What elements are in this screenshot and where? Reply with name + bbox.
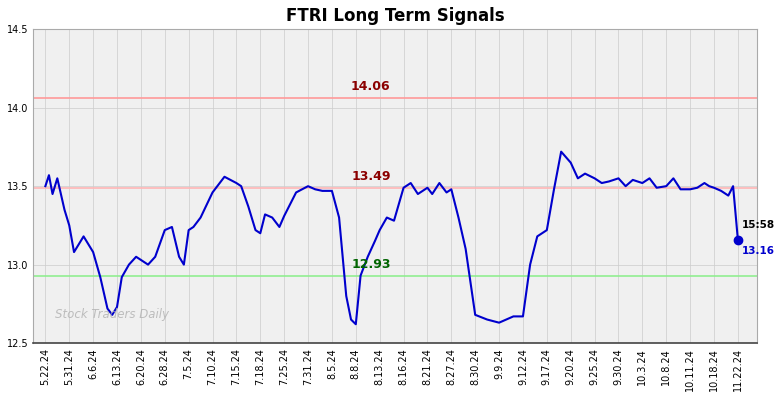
Text: 13.16: 13.16 (742, 246, 775, 256)
Text: 12.93: 12.93 (351, 258, 390, 271)
Text: 13.49: 13.49 (351, 170, 390, 183)
Text: Stock Traders Daily: Stock Traders Daily (55, 308, 169, 321)
Title: FTRI Long Term Signals: FTRI Long Term Signals (286, 7, 505, 25)
Text: 14.06: 14.06 (351, 80, 390, 94)
Text: 15:58: 15:58 (742, 220, 775, 230)
